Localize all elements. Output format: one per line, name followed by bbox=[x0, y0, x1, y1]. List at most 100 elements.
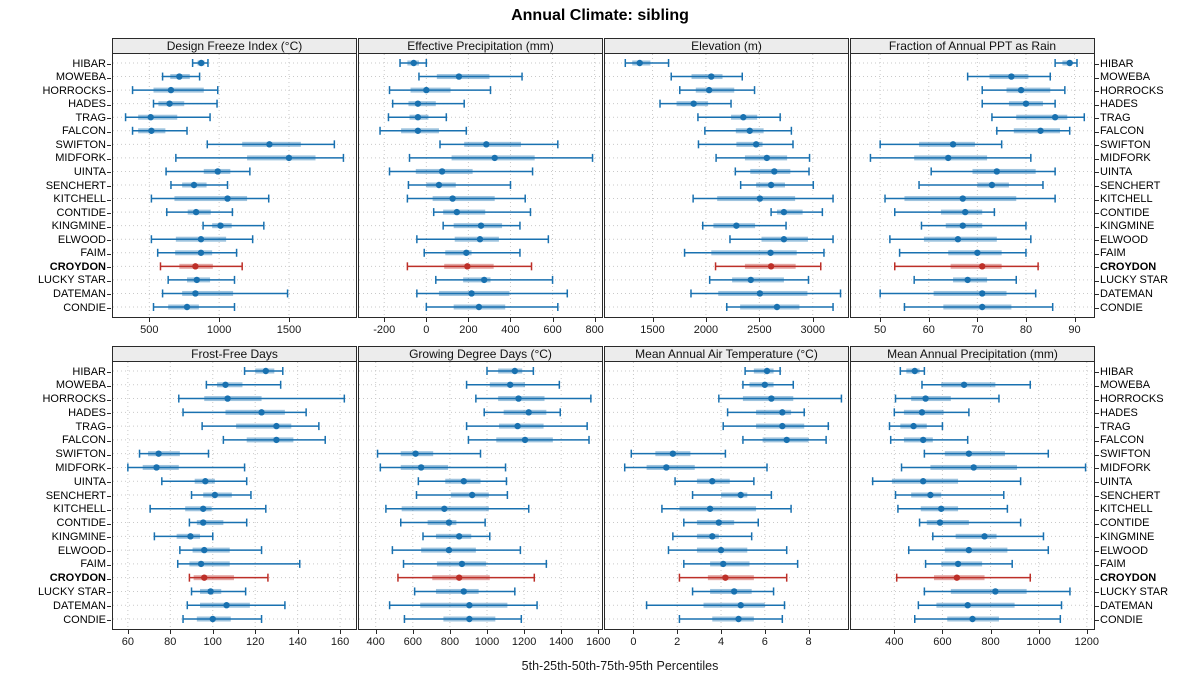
site-glyph-swifton bbox=[138, 449, 210, 458]
y-tick bbox=[107, 199, 111, 201]
y-tick bbox=[1095, 77, 1099, 79]
median-dot bbox=[737, 602, 744, 609]
site-glyph-kingmine bbox=[202, 221, 265, 230]
median-dot bbox=[959, 222, 966, 229]
axis-tick-label: -200 bbox=[373, 324, 396, 336]
median-dot bbox=[463, 249, 470, 256]
site-glyph-faim bbox=[402, 559, 548, 568]
site-label-midfork: MIDFORK bbox=[1100, 152, 1151, 165]
site-glyph-horrocks bbox=[475, 394, 592, 403]
site-glyph-croydon bbox=[678, 573, 788, 582]
site-label-moweba: MOWEBA bbox=[55, 379, 106, 392]
site-label-croydon: CROYDON bbox=[49, 572, 106, 585]
median-dot bbox=[669, 450, 677, 457]
median-dot bbox=[192, 208, 200, 216]
axis-tick-label: 2500 bbox=[747, 324, 772, 336]
axis-tick-label: 400 bbox=[501, 324, 520, 336]
median-dot bbox=[176, 73, 183, 80]
site-label-midfork: MIDFORK bbox=[55, 461, 106, 474]
median-dot bbox=[938, 505, 945, 512]
site-glyph-uinta bbox=[871, 477, 1022, 486]
site-glyph-midfork bbox=[175, 153, 345, 162]
site-glyph-lucky-star bbox=[691, 587, 775, 596]
site-label-uinta: UINTA bbox=[1100, 475, 1133, 488]
y-tick bbox=[1095, 186, 1099, 187]
y-tick bbox=[107, 104, 111, 106]
site-label-croydon: CROYDON bbox=[49, 260, 106, 273]
site-label-lucky-star: LUCKY STAR bbox=[1100, 585, 1169, 598]
site-glyph-hibar bbox=[191, 59, 209, 67]
x-tick bbox=[594, 318, 596, 322]
x-tick bbox=[705, 318, 707, 322]
site-label-lucky-star: LUCKY STAR bbox=[1100, 274, 1169, 287]
site-glyph-elwood bbox=[667, 546, 788, 555]
median-dot bbox=[993, 168, 1000, 175]
median-dot bbox=[954, 560, 962, 568]
median-dot bbox=[475, 303, 483, 311]
site-glyph-uinta bbox=[734, 167, 810, 176]
site-glyph-kitchell bbox=[897, 504, 1009, 513]
y-tick bbox=[1095, 158, 1099, 160]
axis-tick-label: 8 bbox=[805, 636, 812, 648]
axis-tick-label: 80 bbox=[1019, 324, 1033, 336]
median-dot bbox=[201, 574, 208, 581]
site-glyph-faim bbox=[683, 559, 799, 568]
y-tick bbox=[1095, 91, 1099, 93]
median-dot bbox=[187, 533, 194, 540]
site-label-uinta: UINTA bbox=[1100, 165, 1133, 178]
y-tick bbox=[1095, 523, 1099, 525]
site-glyph-lucky-star bbox=[923, 587, 1071, 596]
y-tick bbox=[107, 454, 111, 456]
y-tick bbox=[1095, 294, 1099, 296]
axis-tick-label: 500 bbox=[140, 324, 159, 336]
median-dot bbox=[964, 602, 971, 609]
site-label-dateman: DATEMAN bbox=[53, 287, 106, 300]
median-dot bbox=[773, 303, 781, 311]
axis-tick-label: 100 bbox=[203, 636, 222, 648]
site-glyph-trag bbox=[991, 113, 1086, 122]
median-dot bbox=[449, 195, 456, 202]
site-label-falcon: FALCON bbox=[1100, 125, 1145, 138]
site-glyph-swifton bbox=[697, 140, 794, 149]
median-dot bbox=[476, 236, 484, 243]
y-tick bbox=[107, 77, 111, 79]
x-tick bbox=[808, 630, 810, 634]
site-label-kingmine: KINGMINE bbox=[1100, 530, 1155, 543]
median-dot bbox=[779, 409, 786, 416]
median-dot bbox=[148, 127, 155, 134]
site-label-kitchell: KITCHELL bbox=[1100, 503, 1153, 516]
site-label-hibar: HIBAR bbox=[72, 365, 106, 378]
median-dot bbox=[224, 195, 231, 202]
y-tick bbox=[1095, 240, 1099, 242]
median-dot bbox=[441, 505, 448, 512]
axis-tick-label: 1000 bbox=[474, 636, 500, 648]
x-tick bbox=[598, 630, 600, 634]
median-dot bbox=[747, 276, 754, 284]
site-glyph-moweba bbox=[161, 72, 201, 81]
site-glyph-midfork bbox=[623, 463, 768, 472]
median-dot bbox=[414, 100, 422, 107]
x-tick bbox=[468, 318, 470, 322]
x-tick bbox=[1086, 630, 1088, 634]
site-glyph-trag bbox=[201, 422, 320, 431]
median-dot bbox=[147, 114, 154, 121]
y-tick bbox=[1095, 592, 1099, 594]
panel-fraction-of-annual-ppt-as-rain bbox=[850, 54, 1095, 318]
y-tick bbox=[1095, 620, 1099, 621]
axis-tick-label: 0 bbox=[630, 636, 637, 648]
site-glyph-hades bbox=[152, 99, 218, 108]
site-glyph-lucky-star bbox=[167, 275, 236, 284]
axis-tick-label: 1400 bbox=[548, 636, 574, 648]
site-glyph-kitchell bbox=[385, 504, 530, 513]
y-tick bbox=[1095, 308, 1099, 309]
site-glyph-dateman bbox=[388, 601, 538, 610]
median-dot bbox=[266, 141, 273, 148]
site-label-uinta: UINTA bbox=[73, 165, 106, 178]
site-glyph-falcon bbox=[379, 126, 468, 135]
panel-header-frost-free-days: Frost-Free Days bbox=[112, 346, 357, 362]
site-label-moweba: MOWEBA bbox=[1100, 71, 1151, 84]
site-label-kingmine: KINGMINE bbox=[51, 530, 106, 543]
x-tick bbox=[449, 630, 451, 634]
site-glyph-kitchell bbox=[406, 194, 526, 203]
site-glyph-senchert bbox=[894, 491, 1005, 499]
